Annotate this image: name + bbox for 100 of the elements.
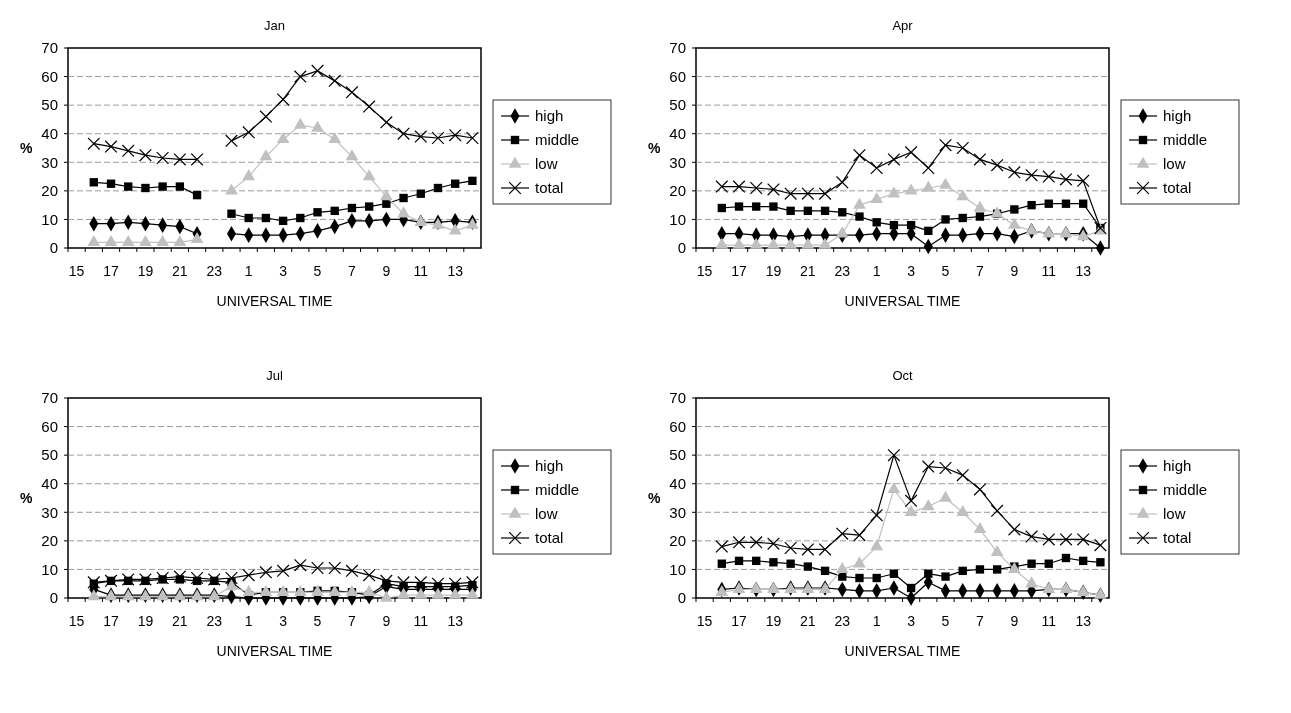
x-axis-title: UNIVERSAL TIME <box>844 293 961 309</box>
x-tick-label: 23 <box>834 613 851 629</box>
x-tick-label: 21 <box>800 613 816 629</box>
y-axis-title: % <box>648 489 661 506</box>
y-tick-label: 40 <box>41 124 58 142</box>
y-tick-label: 20 <box>669 532 686 550</box>
y-axis-title: % <box>20 139 33 156</box>
legend-label: middle <box>1163 131 1208 149</box>
x-tick-label: 15 <box>696 613 713 629</box>
y-tick-label: 60 <box>41 67 58 85</box>
x-tick-label: 9 <box>382 263 391 279</box>
y-tick-label: 30 <box>41 153 58 171</box>
x-tick-label: 7 <box>976 613 985 629</box>
x-tick-label: 17 <box>731 613 748 629</box>
y-tick-label: 20 <box>669 182 686 200</box>
x-tick-label: 5 <box>313 613 322 629</box>
legend-label: total <box>1163 179 1192 197</box>
x-tick-label: 19 <box>765 263 782 279</box>
y-tick-label: 60 <box>41 417 58 435</box>
y-tick-label: 30 <box>669 503 686 521</box>
y-tick-label: 10 <box>41 210 58 228</box>
y-tick-label: 10 <box>41 560 58 578</box>
x-tick-label: 11 <box>1041 613 1057 629</box>
x-tick-label: 5 <box>941 263 950 279</box>
x-tick-label: 5 <box>313 263 322 279</box>
x-tick-label: 7 <box>348 263 357 279</box>
legend-label: middle <box>535 131 580 149</box>
chart-title: Jul <box>266 368 283 383</box>
x-tick-label: 1 <box>244 263 253 279</box>
x-tick-label: 9 <box>1010 263 1019 279</box>
y-tick-label: 60 <box>669 417 686 435</box>
x-tick-label: 7 <box>976 263 985 279</box>
legend-label: high <box>1163 457 1192 475</box>
y-tick-label: 50 <box>41 446 58 464</box>
x-tick-label: 21 <box>172 263 188 279</box>
legend-label: high <box>535 107 564 125</box>
y-tick-label: 40 <box>41 474 58 492</box>
y-tick-label: 70 <box>669 39 686 57</box>
y-tick-label: 70 <box>669 389 686 407</box>
y-tick-label: 10 <box>669 210 686 228</box>
x-tick-label: 17 <box>103 263 120 279</box>
x-tick-label: 23 <box>834 263 851 279</box>
x-tick-label: 3 <box>907 613 916 629</box>
x-tick-label: 1 <box>244 613 253 629</box>
y-tick-label: 50 <box>669 96 686 114</box>
y-tick-label: 20 <box>41 532 58 550</box>
x-tick-label: 15 <box>696 263 713 279</box>
legend-label: high <box>535 457 564 475</box>
legend-label: low <box>1163 155 1186 173</box>
chart-title: Oct <box>892 368 913 383</box>
y-tick-label: 0 <box>677 589 686 607</box>
x-tick-label: 19 <box>765 613 782 629</box>
legend-label: total <box>535 179 564 197</box>
y-tick-label: 70 <box>41 39 58 57</box>
legend-label: total <box>1163 529 1192 547</box>
y-axis-title: % <box>20 489 33 506</box>
legend-label: low <box>1163 505 1186 523</box>
y-tick-label: 0 <box>677 239 686 257</box>
legend-label: total <box>535 529 564 547</box>
x-tick-label: 3 <box>907 263 916 279</box>
legend-label: low <box>535 155 558 173</box>
chart-title: Jan <box>264 18 285 33</box>
x-tick-label: 11 <box>413 263 429 279</box>
y-tick-label: 40 <box>669 124 686 142</box>
y-tick-label: 20 <box>41 182 58 200</box>
x-tick-label: 19 <box>137 613 154 629</box>
x-tick-label: 5 <box>941 613 950 629</box>
x-tick-label: 7 <box>348 613 357 629</box>
x-tick-label: 13 <box>447 613 464 629</box>
y-tick-label: 70 <box>41 389 58 407</box>
legend-label: low <box>535 505 558 523</box>
x-tick-label: 23 <box>206 613 223 629</box>
y-tick-label: 50 <box>41 96 58 114</box>
y-tick-label: 0 <box>49 239 58 257</box>
y-axis-title: % <box>648 139 661 156</box>
x-axis-title: UNIVERSAL TIME <box>844 643 961 659</box>
x-axis-title: UNIVERSAL TIME <box>216 293 333 309</box>
y-tick-label: 30 <box>41 503 58 521</box>
x-tick-label: 1 <box>872 263 881 279</box>
y-tick-label: 50 <box>669 446 686 464</box>
x-tick-label: 23 <box>206 263 223 279</box>
x-tick-label: 13 <box>447 263 464 279</box>
x-tick-label: 3 <box>279 263 288 279</box>
y-tick-label: 40 <box>669 474 686 492</box>
x-tick-label: 11 <box>413 613 429 629</box>
x-tick-label: 9 <box>382 613 391 629</box>
x-tick-label: 9 <box>1010 613 1019 629</box>
x-tick-label: 13 <box>1075 613 1092 629</box>
y-tick-label: 10 <box>669 560 686 578</box>
x-tick-label: 15 <box>68 613 85 629</box>
chart-title: Apr <box>892 18 914 33</box>
x-tick-label: 19 <box>137 263 154 279</box>
x-tick-label: 17 <box>731 263 748 279</box>
x-tick-label: 17 <box>103 613 120 629</box>
x-tick-label: 21 <box>172 613 188 629</box>
x-axis-title: UNIVERSAL TIME <box>216 643 333 659</box>
legend-label: middle <box>1163 481 1208 499</box>
legend-label: high <box>1163 107 1192 125</box>
x-tick-label: 3 <box>279 613 288 629</box>
x-tick-label: 13 <box>1075 263 1092 279</box>
